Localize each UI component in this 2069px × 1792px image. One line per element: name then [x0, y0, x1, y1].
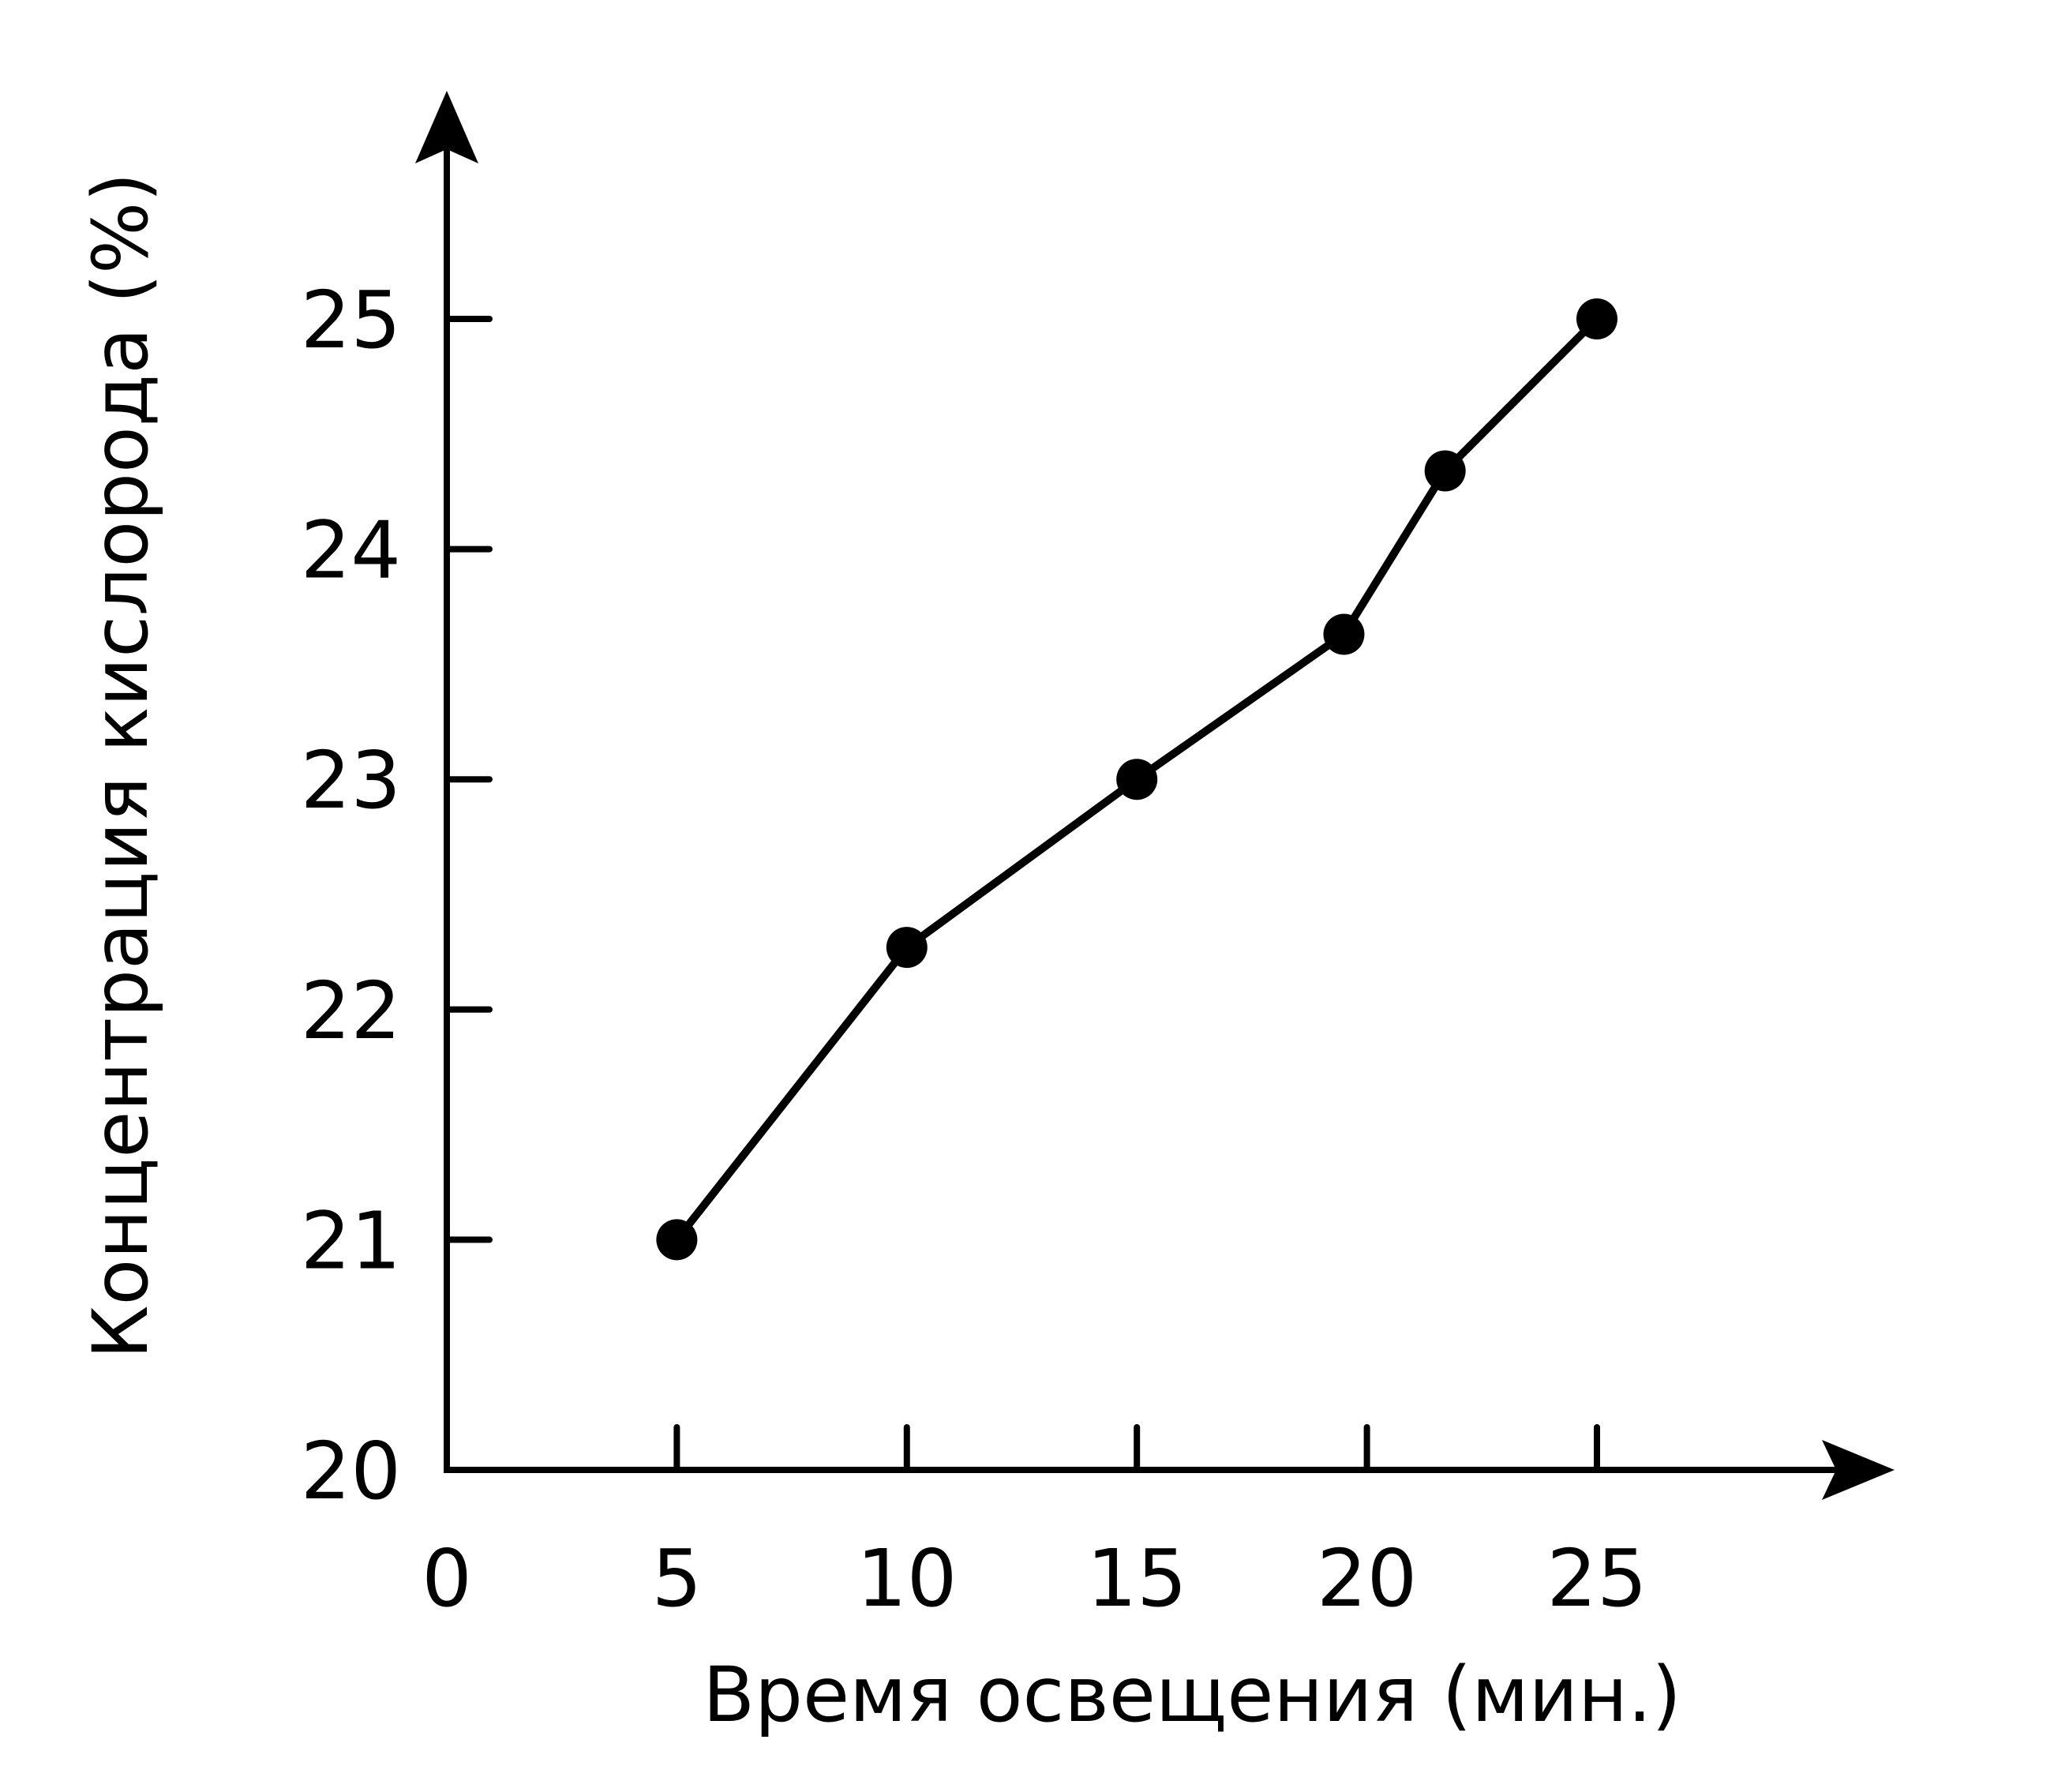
x-axis-title: Время освещения (мин.)	[703, 1651, 1681, 1739]
y-axis-title: Концентрация кислорода (%)	[77, 172, 165, 1359]
data-point	[1424, 450, 1466, 492]
y-tick-label: 25	[301, 274, 401, 366]
y-axis-arrow-icon	[415, 91, 478, 163]
x-tick-label: 20	[1317, 1532, 1417, 1625]
x-axis-arrow-icon	[1822, 1440, 1895, 1500]
y-tick-label: 23	[301, 734, 401, 827]
x-tick-label: 10	[856, 1532, 957, 1625]
x-tick-label: 15	[1087, 1532, 1187, 1625]
series-line	[673, 316, 1600, 1243]
data-point	[886, 927, 928, 969]
labels: Время освещения (мин.) Концентрация кисл…	[77, 172, 1681, 1739]
data-point	[1116, 759, 1158, 800]
x-tick-label: 5	[652, 1532, 703, 1625]
y-tick-label: 20	[301, 1425, 401, 1517]
data-point	[1323, 613, 1365, 655]
y-tick-label: 21	[301, 1194, 401, 1287]
x-tick-label: 0	[422, 1532, 472, 1625]
data-point	[1576, 298, 1617, 339]
ticks: 20 21 22 23 24 25 0 5 10 15 20 25	[301, 274, 1647, 1625]
y-tick-label: 22	[301, 965, 401, 1057]
y-tick-label: 24	[301, 504, 401, 597]
x-tick-label: 25	[1546, 1532, 1647, 1625]
data-point	[656, 1219, 698, 1261]
axes	[415, 91, 1895, 1500]
series	[656, 298, 1617, 1261]
